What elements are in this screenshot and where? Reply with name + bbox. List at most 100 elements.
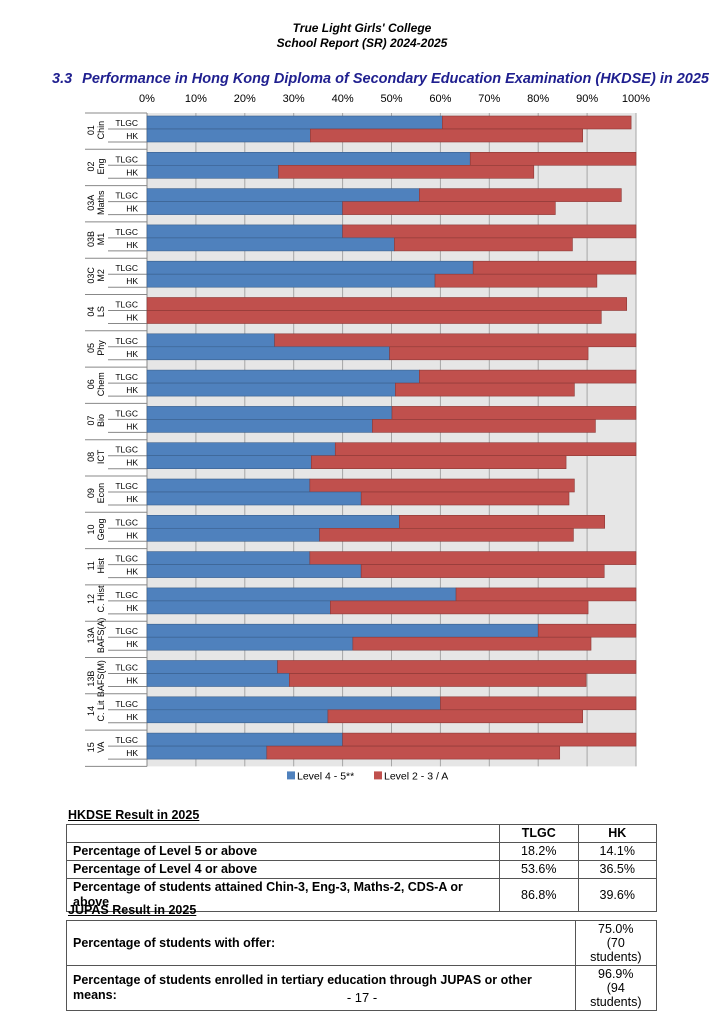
bar-label: TLGC [115,554,138,564]
category-name: BAFS(M) [96,660,106,697]
category-name: Phy [96,340,106,356]
bar-label: HK [126,385,138,395]
level-2-3-bar-13A-hk [352,636,592,651]
category-code: 13B [86,671,96,687]
level-4-5-bar-01-hk [146,128,311,143]
level-2-3-bar-14-tlgc [440,696,637,711]
hk-value: 36.5% [577,860,657,879]
level-4-5-bar-11-tlgc [146,551,311,565]
category-code: 12 [86,594,96,604]
hkdse-caption: HKDSE Result in 2025 [68,808,200,822]
level-2-3-bar-05-hk [389,346,589,361]
level-2-3-bar-04-hk [146,310,602,324]
level-2-3-bar-01-tlgc [442,115,632,130]
category-name: Maths [96,190,106,215]
x-tick-label: 30% [283,93,305,105]
level-4-5-bar-12-tlgc [146,587,457,602]
bar-label: HK [126,494,138,504]
category-code: 13A [86,627,96,643]
category-name: VA [96,742,106,753]
category-name: Chem [96,372,106,396]
row-label: Percentage of students enrolled in terti… [66,965,576,1011]
x-tick-label: 90% [576,93,598,105]
level-2-3-bar-05-tlgc [274,333,637,348]
table-row: Percentage of Level 4 or above 53.6% 36.5% [66,860,657,879]
bar-label: HK [126,349,138,359]
bar-label: TLGC [115,626,138,636]
category-code: 10 [86,524,96,534]
level-4-5-bar-07-hk [146,419,373,433]
bar-label: TLGC [115,118,138,128]
level-2-3-bar-03C-hk [434,273,598,288]
school-name: True Light Girls' College [292,21,432,35]
legend-label: Level 2 - 3 / A [384,770,448,782]
jupas-value: 75.0% [598,922,634,936]
bar-label: TLGC [115,227,138,237]
level-4-5-bar-02-tlgc [146,152,471,166]
level-4-5-bar-08-tlgc [146,442,336,457]
level-4-5-bar-15-tlgc [146,732,343,747]
table-row: Percentage of students with offer: 75.0%(… [66,920,658,966]
tlgc-value: 53.6% [499,860,579,879]
bar-label: TLGC [115,663,138,673]
level-2-3-bar-14-hk [327,709,583,724]
level-4-5-bar-12-hk [146,600,331,615]
x-tick-label: 80% [527,93,549,105]
level-4-5-bar-11-hk [146,564,362,578]
level-4-5-bar-03B-hk [146,237,395,252]
bar-label: TLGC [115,154,138,164]
table-row: Percentage of students attained Chin-3, … [66,878,657,912]
level-2-3-bar-04-tlgc [146,297,628,311]
category-code: 02 [86,161,96,171]
bar-label: HK [126,204,138,214]
col-tlgc: TLGC [499,824,579,843]
level-4-5-bar-10-hk [146,527,320,542]
x-tick-label: 50% [380,93,402,105]
bar-label: HK [126,240,138,250]
level-4-5-bar-03A-tlgc [146,188,420,202]
level-2-3-bar-03B-tlgc [342,224,637,239]
category-code: 03C [86,267,96,284]
level-2-3-bar-03A-hk [342,201,556,215]
level-4-5-bar-05-tlgc [146,333,275,348]
category-code: 03A [86,195,96,211]
level-4-5-bar-13A-hk [146,636,354,651]
level-2-3-bar-12-hk [330,600,589,615]
category-name: ICT [96,449,106,464]
level-2-3-bar-06-hk [395,382,575,397]
x-tick-label: 40% [332,93,354,105]
category-name: Geog [96,518,106,540]
category-code: 03B [86,231,96,247]
bar-label: TLGC [115,517,138,527]
level-4-5-bar-13A-tlgc [146,623,539,638]
category-name: C. Hist [96,585,106,612]
x-tick-label: 70% [478,93,500,105]
category-name: Hist [96,558,106,574]
category-name: Bio [96,414,106,427]
level-2-3-bar-13B-hk [288,673,587,687]
category-code: 05 [86,343,96,353]
level-2-3-bar-03B-hk [394,237,573,252]
jupas-value: 96.9% [598,967,634,981]
row-label: Percentage of students attained Chin-3, … [66,878,500,912]
category-code: 06 [86,379,96,389]
x-tick-label: 20% [234,93,256,105]
level-4-5-bar-15-hk [146,745,268,760]
level-4-5-bar-13B-tlgc [146,660,278,674]
bar-label: HK [126,567,138,577]
level-2-3-bar-07-tlgc [391,406,637,420]
table-row: Percentage of Level 5 or above 18.2% 14.1% [66,842,657,861]
level-2-3-bar-01-hk [310,128,583,143]
page-number: - 17 - [346,990,378,1005]
level-4-5-bar-03A-hk [146,201,343,215]
tlgc-value: 18.2% [499,842,579,861]
jupas-caption: JUPAS Result in 2025 [68,903,197,917]
bar-label: HK [126,276,138,286]
bar-label: HK [126,676,138,686]
category-code: 09 [86,488,96,498]
table-row: Percentage of students enrolled in terti… [66,965,658,1011]
level-4-5-bar-01-tlgc [146,115,443,130]
bar-label: HK [126,530,138,540]
category-name: M1 [96,233,106,246]
bar-label: TLGC [115,699,138,709]
